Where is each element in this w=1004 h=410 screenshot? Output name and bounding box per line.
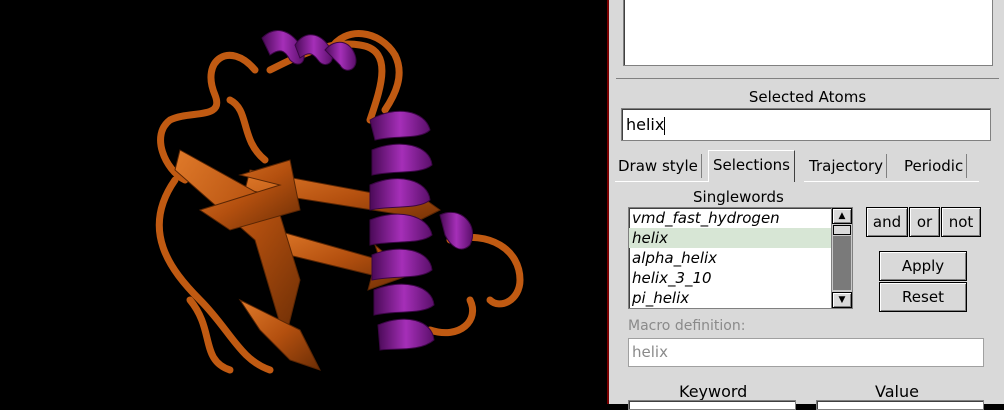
macro-definition-field[interactable]: helix (628, 338, 984, 367)
macro-definition-label: Macro definition: (628, 318, 746, 334)
selection-panel: Selected Atoms helix Draw style Selectio… (607, 0, 1004, 410)
apply-button[interactable]: Apply (879, 251, 967, 281)
scroll-up-arrow[interactable]: ▲ (832, 208, 852, 224)
singlewords-scrollbar[interactable]: ▲ ▼ (831, 208, 852, 308)
tab-strip-line (804, 181, 979, 182)
value-label: Value (875, 382, 919, 401)
molecule-viewport[interactable] (0, 0, 607, 404)
scroll-down-arrow[interactable]: ▼ (832, 292, 852, 308)
singleword-item[interactable]: vmd_fast_hydrogen (632, 209, 780, 227)
scroll-track (833, 236, 851, 290)
singleword-item[interactable]: helix_3_10 (632, 269, 712, 287)
value-list[interactable] (816, 400, 984, 410)
text-cursor (664, 116, 666, 135)
protein-cartoon (155, 30, 524, 374)
scroll-thumb[interactable] (833, 225, 851, 235)
selected-atoms-value: helix (626, 115, 665, 134)
macro-definition-value: helix (632, 343, 668, 361)
not-button[interactable]: not (941, 207, 981, 237)
tab-periodic[interactable]: Periodic (901, 154, 968, 178)
singleword-item[interactable]: alpha_helix (632, 249, 718, 267)
tab-strip-line (615, 181, 708, 182)
representation-list[interactable] (623, 0, 993, 66)
selected-atoms-label: Selected Atoms (748, 88, 867, 106)
singlewords-label: Singlewords (693, 188, 784, 206)
tab-selections[interactable]: Selections (708, 150, 795, 182)
tab-trajectory[interactable]: Trajectory (806, 154, 888, 178)
keyword-label: Keyword (679, 382, 748, 401)
or-button[interactable]: or (909, 207, 940, 237)
selected-atoms-input[interactable]: helix (621, 108, 991, 141)
singleword-item[interactable]: pi_helix (632, 289, 690, 307)
reset-button[interactable]: Reset (879, 282, 967, 312)
singlewords-list[interactable]: vmd_fast_hydrogen helix alpha_helix helix_3… (628, 207, 853, 309)
panel-divider (616, 78, 999, 79)
and-button[interactable]: and (866, 207, 908, 237)
singleword-item[interactable]: helix (629, 228, 831, 248)
keyword-list[interactable] (628, 400, 796, 410)
tab-draw-style[interactable]: Draw style (615, 154, 702, 178)
